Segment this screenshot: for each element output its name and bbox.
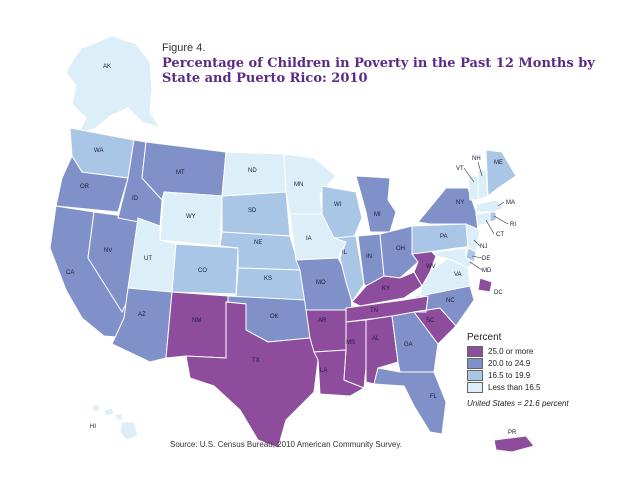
label-UT: UT xyxy=(144,256,152,262)
state-TX xyxy=(185,301,319,449)
label-WI: WI xyxy=(334,202,342,208)
figure-label: Figure 4. xyxy=(162,42,206,54)
state-ME xyxy=(485,149,517,198)
label-CO: CO xyxy=(198,268,207,274)
legend: Percent 25.0 or more 20.0 to 24.9 16.5 t… xyxy=(467,332,617,408)
legend-item: 20.0 to 24.9 xyxy=(467,358,617,369)
legend-swatch xyxy=(467,370,483,381)
label-ID: ID xyxy=(132,196,139,202)
legend-label: Less than 16.5 xyxy=(488,383,541,392)
label-VT: VT xyxy=(456,166,464,172)
label-MN: MN xyxy=(294,182,303,188)
state-MN xyxy=(283,153,337,215)
label-DC: DC xyxy=(494,290,503,296)
label-WV: WV xyxy=(426,264,436,270)
label-AR: AR xyxy=(318,318,327,324)
label-NJ: NJ xyxy=(480,244,487,250)
state-DC xyxy=(477,277,493,293)
state-ND xyxy=(221,151,287,197)
legend-swatch xyxy=(467,346,483,357)
state-VT xyxy=(467,175,479,201)
label-MT: MT xyxy=(176,170,185,176)
label-NV: NV xyxy=(104,248,112,254)
label-NH: NH xyxy=(472,156,481,162)
label-IA: IA xyxy=(306,236,312,242)
label-WA: WA xyxy=(94,148,103,154)
label-PR: PR xyxy=(508,430,517,436)
state-MA xyxy=(475,199,505,213)
state-MD xyxy=(433,247,475,269)
label-PA: PA xyxy=(440,234,448,240)
label-DE: DE xyxy=(482,256,490,262)
label-NC: NC xyxy=(446,298,455,304)
label-HI: HI xyxy=(90,424,96,430)
label-RI: RI xyxy=(510,222,516,228)
label-AL: AL xyxy=(372,336,380,342)
state-OH xyxy=(379,225,419,279)
state-PR xyxy=(493,435,535,453)
label-OR: OR xyxy=(80,184,90,190)
state-MI xyxy=(355,175,397,233)
state-HI xyxy=(91,403,139,441)
label-MO: MO xyxy=(316,280,326,286)
label-CA: CA xyxy=(66,270,74,276)
legend-swatch xyxy=(467,358,483,369)
label-AK: AK xyxy=(103,64,111,70)
label-KY: KY xyxy=(382,286,390,292)
legend-item: 16.5 to 19.9 xyxy=(467,370,617,381)
label-MI: MI xyxy=(374,212,381,218)
label-ME: ME xyxy=(494,160,503,166)
legend-item: Less than 16.5 xyxy=(467,382,617,393)
legend-note: United States = 21.6 percent xyxy=(467,399,569,408)
source-note: Source: U.S. Census Bureau, 2010 America… xyxy=(170,440,402,449)
label-IL: IL xyxy=(342,250,348,256)
state-MS xyxy=(343,319,367,389)
label-ND: ND xyxy=(248,168,257,174)
label-OH: OH xyxy=(396,246,405,252)
figure-title: Percentage of Children in Poverty in the… xyxy=(162,56,595,86)
label-AZ: AZ xyxy=(138,312,146,318)
state-SD xyxy=(221,191,291,237)
state-RI xyxy=(489,211,497,223)
label-SD: SD xyxy=(248,208,257,214)
label-MS: MS xyxy=(346,340,355,346)
label-VA: VA xyxy=(454,272,462,278)
label-TX: TX xyxy=(252,358,260,364)
legend-label: 25.0 or more xyxy=(488,347,534,356)
label-NE: NE xyxy=(254,240,262,246)
legend-label: 16.5 to 19.9 xyxy=(488,371,531,380)
label-MD: MD xyxy=(482,268,492,274)
label-GA: GA xyxy=(404,342,413,348)
state-NM xyxy=(165,291,229,359)
state-FL xyxy=(373,367,447,435)
label-NM: NM xyxy=(192,318,201,324)
label-OK: OK xyxy=(270,314,279,320)
label-KS: KS xyxy=(264,276,272,282)
label-CT: CT xyxy=(496,232,504,238)
legend-item: 25.0 or more xyxy=(467,346,617,357)
legend-title: Percent xyxy=(467,332,502,343)
state-NH xyxy=(477,169,489,201)
state-IL xyxy=(333,235,365,304)
state-KS xyxy=(235,267,307,301)
legend-label: 20.0 to 24.9 xyxy=(488,359,531,368)
label-TN: TN xyxy=(370,308,378,314)
state-OR xyxy=(55,154,129,213)
label-NY: NY xyxy=(456,200,464,206)
legend-swatch xyxy=(467,382,483,393)
label-FL: FL xyxy=(430,394,438,400)
label-MA: MA xyxy=(506,200,515,206)
state-AK xyxy=(65,35,162,135)
label-WY: WY xyxy=(186,214,196,220)
label-IN: IN xyxy=(366,254,372,260)
label-SC: SC xyxy=(426,318,435,324)
label-LA: LA xyxy=(320,368,327,374)
